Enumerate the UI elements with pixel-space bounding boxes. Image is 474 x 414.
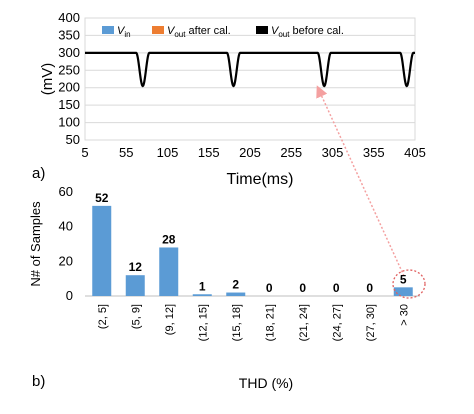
thd-bar-value-label: 0 — [299, 281, 306, 295]
waveform-x-tick-label: 55 — [119, 145, 133, 160]
thd-bar — [393, 287, 413, 296]
waveform-y-tick-label: 100 — [58, 115, 80, 130]
waveform-legend: Vin Vout after cal. Vout before cal. — [102, 25, 344, 39]
waveform-x-tick-label: 5 — [81, 145, 88, 160]
legend-swatch-vout-before — [256, 26, 268, 34]
thd-category-label: > 30 — [398, 304, 410, 326]
thd-bar-value-label: 0 — [333, 281, 340, 295]
waveform-y-tick-label: 250 — [58, 62, 80, 77]
thd-category-label: (9, 12] — [164, 304, 176, 335]
thd-y-axis-title: N# of Samples — [28, 201, 43, 287]
waveform-x-tick-label: 255 — [280, 145, 302, 160]
waveform-y-tick-label: 200 — [58, 80, 80, 95]
outlier-highlight-circle — [392, 269, 426, 299]
thd-category-label: (21, 24] — [298, 304, 310, 341]
waveform-series — [85, 51, 415, 88]
thd-category-labels: (2, 5] (5, 9] (9, 12] (12, 15] (15, 18] (18, … — [97, 304, 411, 341]
waveform-y-tick-label: 350 — [58, 27, 80, 42]
thd-category-label: (18, 21] — [264, 304, 276, 341]
thd-category-label: (5, 9] — [130, 304, 142, 329]
waveform-plot-area — [84, 17, 416, 141]
waveform-x-tick-label: 105 — [157, 145, 179, 160]
series-vout-before-line — [85, 51, 415, 88]
panel-label-a: a) — [32, 165, 45, 182]
thd-category-label: (15, 18] — [231, 304, 243, 341]
thd-bar — [125, 275, 145, 296]
waveform-y-tick-label: 150 — [58, 97, 80, 112]
thd-y-tick-label: 40 — [59, 219, 73, 234]
thd-bar-value-label: 12 — [129, 260, 143, 274]
waveform-x-ticks: 5 55 105 155 205 255 305 355 405 — [81, 145, 425, 160]
waveform-y-ticks: 50 100 150 200 250 300 350 400 — [58, 10, 80, 147]
legend-swatch-vin — [102, 26, 114, 34]
waveform-y-tick-label: 300 — [58, 45, 80, 60]
waveform-x-tick-label: 355 — [363, 145, 385, 160]
thd-bar-value-label: 1 — [199, 279, 206, 293]
thd-x-axis-title: THD (%) — [239, 375, 293, 391]
thd-y-ticks: 0 20 40 60 — [59, 184, 73, 303]
thd-bar-value-label: 2 — [232, 278, 239, 292]
thd-bar — [192, 294, 212, 296]
legend-label-vout-after: Vout after cal. — [167, 25, 231, 39]
thd-bar-value-label: 28 — [162, 232, 176, 246]
legend-swatch-vout-after — [152, 26, 164, 34]
waveform-x-tick-label: 405 — [404, 145, 426, 160]
waveform-y-tick-label: 400 — [58, 10, 80, 25]
thd-y-tick-label: 20 — [59, 253, 73, 268]
thd-y-tick-label: 0 — [66, 288, 73, 303]
thd-bar — [226, 292, 246, 296]
thd-bar-value-label: 5 — [400, 272, 407, 286]
thd-bar — [92, 205, 112, 296]
annotation-arrow — [316, 85, 405, 277]
legend-label-vout-before: Vout before cal. — [271, 25, 344, 39]
waveform-x-axis-title: Time(ms) — [227, 171, 294, 188]
waveform-y-tick-label: 50 — [66, 132, 80, 147]
thd-bar-value-label: 52 — [95, 191, 109, 205]
thd-category-label: (12, 15] — [197, 304, 209, 341]
thd-bar-value-label: 0 — [266, 281, 273, 295]
legend-label-vin: Vin — [117, 25, 131, 39]
thd-bars — [92, 205, 413, 296]
waveform-x-tick-label: 155 — [198, 145, 220, 160]
waveform-x-tick-label: 305 — [322, 145, 344, 160]
thd-bar-value-label: 0 — [366, 281, 373, 295]
waveform-y-axis-title: (mV) — [39, 63, 56, 96]
waveform-x-tick-label: 205 — [239, 145, 261, 160]
thd-bar — [159, 247, 179, 296]
panel-label-b: b) — [32, 373, 45, 390]
thd-y-tick-label: 60 — [59, 184, 73, 199]
thd-category-label: (2, 5] — [97, 304, 109, 329]
thd-category-label: (27, 30] — [365, 304, 377, 341]
thd-category-label: (24, 27] — [331, 304, 343, 341]
